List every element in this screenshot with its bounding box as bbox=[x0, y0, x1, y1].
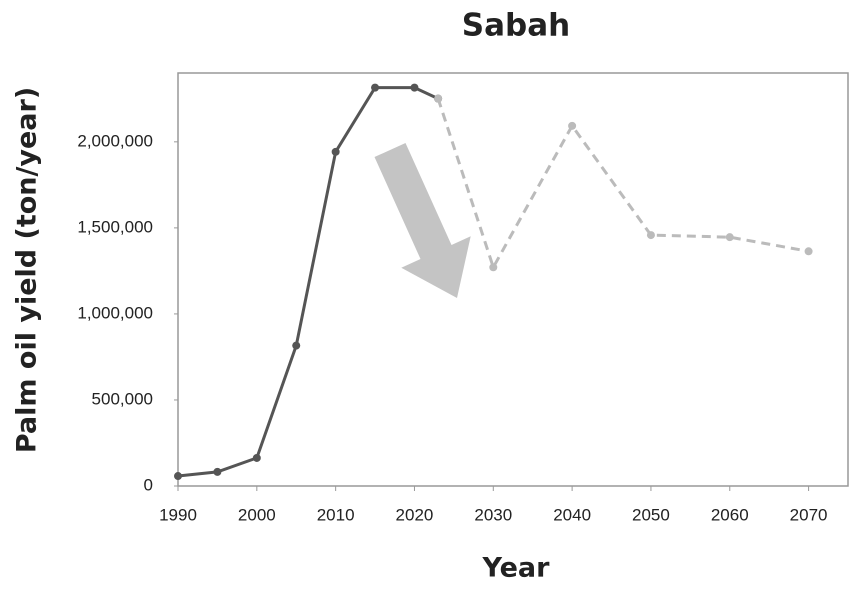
data-point bbox=[489, 263, 498, 272]
y-tick-label: 0 bbox=[144, 475, 153, 494]
plot-frame bbox=[177, 72, 849, 487]
y-tick-label: 1,500,000 bbox=[77, 217, 153, 236]
data-point bbox=[174, 472, 182, 481]
trend-arrow bbox=[374, 143, 471, 298]
data-point bbox=[213, 467, 222, 476]
x-axis-label: Year bbox=[482, 553, 551, 584]
x-tick-label: 2030 bbox=[474, 505, 512, 524]
data-point bbox=[434, 94, 443, 103]
data-point bbox=[804, 247, 813, 256]
data-point bbox=[646, 231, 655, 240]
x-tick-label: 2060 bbox=[711, 505, 749, 524]
chart-title: Sabah bbox=[462, 8, 570, 44]
x-tick-label: 2050 bbox=[632, 505, 670, 524]
data-point bbox=[292, 341, 301, 350]
y-tick-label: 500,000 bbox=[92, 389, 153, 408]
x-tick-label: 2020 bbox=[396, 505, 434, 524]
x-tick-label: 2070 bbox=[790, 505, 828, 524]
data-point bbox=[331, 147, 340, 156]
data-point bbox=[371, 83, 380, 92]
data-point bbox=[725, 233, 734, 242]
y-tick-label: 1,000,000 bbox=[77, 303, 153, 322]
x-tick-label: 2000 bbox=[238, 505, 276, 524]
data-point bbox=[252, 453, 261, 462]
data-point bbox=[568, 121, 577, 130]
series-line bbox=[177, 86, 439, 478]
x-tick-label: 2040 bbox=[553, 505, 591, 524]
x-tick-label: 2010 bbox=[317, 505, 355, 524]
x-tick-label: 1990 bbox=[159, 505, 197, 524]
series-line bbox=[436, 98, 809, 272]
y-tick-label: 2,000,000 bbox=[77, 131, 153, 150]
data-point bbox=[410, 83, 419, 92]
y-axis-label: Palm oil yield (ton/year) bbox=[12, 87, 43, 453]
